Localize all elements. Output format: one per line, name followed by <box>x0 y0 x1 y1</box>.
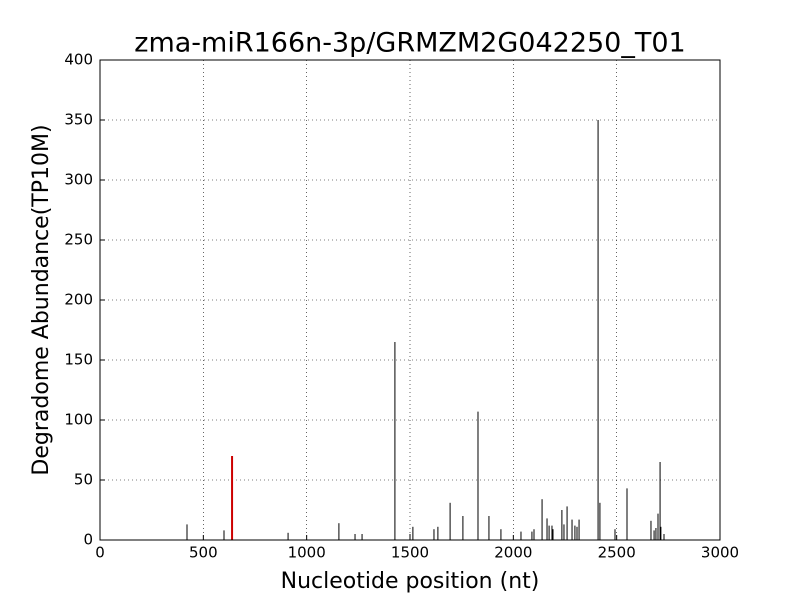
x-tick-label: 0 <box>95 544 105 562</box>
y-tick-label: 50 <box>74 471 93 489</box>
ticks: 0 500 1000 1500 2000 2500 3000 0 50 100 150 200 250 3… <box>64 51 739 562</box>
x-tick-label: 1500 <box>391 544 429 562</box>
x-axis-label: Nucleotide position (nt) <box>281 569 540 594</box>
y-tick-label: 150 <box>64 351 93 369</box>
y-tick-label: 250 <box>64 231 93 249</box>
y-tick-label: 0 <box>83 531 93 549</box>
y-tick-label: 200 <box>64 291 93 309</box>
y-tick-label: 100 <box>64 411 93 429</box>
y-tick-label: 300 <box>64 171 93 189</box>
y-axis-label: Degradome Abundance(TP10M) <box>29 124 54 475</box>
y-tick-label: 400 <box>64 51 93 69</box>
x-tick-label: 500 <box>189 544 218 562</box>
marks <box>186 120 665 540</box>
chart-title: zma-miR166n-3p/GRMZM2G042250_T01 <box>134 28 685 59</box>
x-tick-label: 1000 <box>288 544 326 562</box>
x-tick-label: 3000 <box>701 544 739 562</box>
y-tick-label: 350 <box>64 111 93 129</box>
x-tick-label: 2000 <box>494 544 532 562</box>
x-tick-label: 2500 <box>598 544 636 562</box>
